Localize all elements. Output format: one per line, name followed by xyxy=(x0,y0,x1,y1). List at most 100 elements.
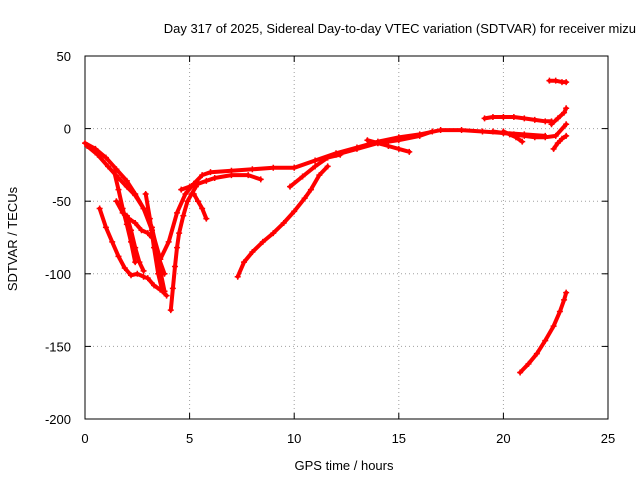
data-point xyxy=(211,174,218,181)
data-point xyxy=(165,238,172,245)
y-tick-label: -100 xyxy=(45,267,71,282)
data-point xyxy=(546,77,553,84)
data-point xyxy=(249,249,256,256)
data-point xyxy=(291,208,298,215)
series-track-8 xyxy=(149,228,167,294)
data-point xyxy=(554,115,561,122)
data-point xyxy=(333,151,340,158)
series-track-22 xyxy=(518,290,569,375)
data-point xyxy=(416,132,423,139)
data-point xyxy=(113,198,120,205)
data-point xyxy=(171,263,178,270)
data-point xyxy=(324,154,331,161)
plot-frame xyxy=(84,55,609,420)
data-point xyxy=(558,135,565,142)
data-point xyxy=(123,177,130,184)
data-point xyxy=(240,259,247,266)
y-tick-label: -50 xyxy=(52,194,71,209)
data-point xyxy=(128,272,135,279)
data-point xyxy=(161,288,168,295)
x-tick-label: 10 xyxy=(287,431,301,446)
series-group xyxy=(82,77,570,376)
y-tick-label: 0 xyxy=(64,122,71,137)
data-point xyxy=(479,128,486,135)
data-point xyxy=(94,151,101,158)
data-point xyxy=(489,128,496,135)
data-point xyxy=(163,292,170,299)
data-point xyxy=(525,360,532,367)
data-point xyxy=(203,215,210,222)
data-point xyxy=(542,134,549,141)
data-point xyxy=(119,209,126,216)
data-point xyxy=(521,115,528,122)
data-point xyxy=(561,296,568,303)
x-tick-labels: 0 5 10 15 20 25 xyxy=(81,431,615,446)
data-point xyxy=(542,118,549,125)
data-point xyxy=(552,77,559,84)
data-point xyxy=(270,230,277,237)
data-point xyxy=(301,195,308,202)
data-point xyxy=(234,273,241,280)
data-point xyxy=(228,172,235,179)
data-point xyxy=(132,244,139,251)
series-track-11 xyxy=(191,191,209,221)
data-point xyxy=(429,128,436,135)
data-point xyxy=(542,337,549,344)
data-point xyxy=(186,183,193,190)
y-tick-label: 50 xyxy=(57,49,71,64)
data-point xyxy=(190,190,197,197)
series-track-21 xyxy=(551,133,569,151)
data-point xyxy=(157,267,164,274)
data-point xyxy=(385,143,392,150)
data-point xyxy=(517,369,524,376)
data-point xyxy=(115,186,122,193)
data-point xyxy=(563,132,570,139)
data-point xyxy=(128,227,135,234)
data-point xyxy=(178,186,185,193)
data-point xyxy=(184,198,191,205)
data-point xyxy=(136,259,143,266)
data-point xyxy=(138,227,145,234)
data-point xyxy=(109,238,116,245)
data-point xyxy=(174,244,181,251)
data-point xyxy=(481,115,488,122)
y-axis-label: SDTVAR / TECUs xyxy=(5,186,20,291)
data-point xyxy=(199,205,206,212)
x-axis-label: GPS time / hours xyxy=(295,458,394,473)
data-point xyxy=(521,132,528,139)
data-point xyxy=(533,350,540,357)
data-point xyxy=(489,113,496,120)
data-point xyxy=(531,134,538,141)
data-point xyxy=(207,169,214,176)
series-track-20 xyxy=(549,106,569,127)
data-point xyxy=(500,113,507,120)
x-tick-label: 20 xyxy=(496,431,510,446)
data-point xyxy=(287,183,294,190)
data-point xyxy=(510,113,517,120)
data-point xyxy=(96,205,103,212)
data-point xyxy=(174,209,181,216)
data-point xyxy=(364,137,371,144)
data-point xyxy=(151,282,158,289)
data-point xyxy=(500,128,507,135)
data-point xyxy=(140,267,147,274)
data-point xyxy=(148,227,155,234)
chart-title: Day 317 of 2025, Sidereal Day-to-day VTE… xyxy=(164,21,636,36)
y-tick-label: -150 xyxy=(45,339,71,354)
data-point xyxy=(291,164,298,171)
data-point xyxy=(111,169,118,176)
x-tick-label: 5 xyxy=(186,431,193,446)
x-tick-label: 25 xyxy=(601,431,615,446)
data-point xyxy=(550,145,557,152)
data-point xyxy=(554,140,561,147)
data-point xyxy=(84,143,91,150)
data-point xyxy=(115,253,122,260)
data-point xyxy=(563,79,570,86)
data-point xyxy=(406,148,413,155)
data-point xyxy=(312,163,319,170)
data-point xyxy=(519,138,526,145)
data-point xyxy=(257,176,264,183)
y-tick-label: -200 xyxy=(45,412,71,427)
data-point xyxy=(105,163,112,170)
data-point xyxy=(102,154,109,161)
